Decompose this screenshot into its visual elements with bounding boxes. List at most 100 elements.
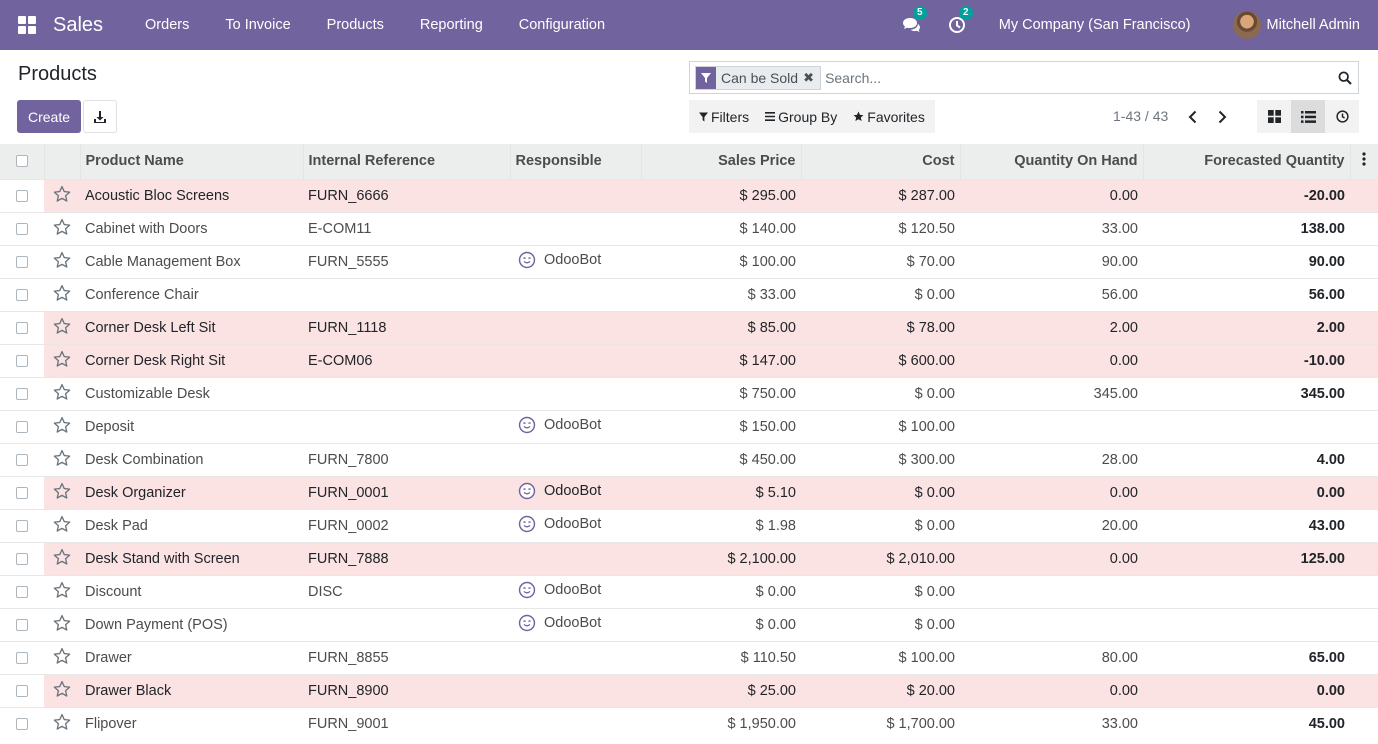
table-row[interactable]: Desk Stand with Screen FURN_7888 $ 2,100.0… — [0, 541, 1378, 575]
cell-quantity-on-hand[interactable]: 0.00 — [960, 178, 1143, 212]
cell-product-name[interactable]: Cabinet with Doors — [80, 211, 303, 245]
cell-internal-reference[interactable]: FURN_9001 — [303, 706, 510, 740]
cell-sales-price[interactable]: $ 295.00 — [641, 178, 801, 212]
cell-responsible[interactable]: OdooBot — [510, 409, 641, 443]
cell-responsible[interactable]: OdooBot — [510, 574, 641, 608]
cell-internal-reference[interactable]: FURN_8855 — [303, 640, 510, 674]
row-checkbox[interactable] — [16, 453, 28, 466]
cell-cost[interactable]: $ 100.00 — [801, 640, 960, 674]
cell-product-name[interactable]: Desk Combination — [80, 442, 303, 476]
cell-quantity-on-hand[interactable]: 345.00 — [960, 376, 1143, 410]
activity-view-button[interactable] — [1325, 100, 1359, 133]
favorite-toggle[interactable] — [53, 251, 71, 273]
table-row[interactable]: Discount DISC OdooBot $ 0.00 $ 0.00 — [0, 574, 1378, 608]
cell-quantity-on-hand[interactable] — [960, 574, 1143, 608]
cell-product-name[interactable]: Deposit — [80, 409, 303, 443]
user-menu[interactable]: Mitchell Admin — [1232, 11, 1360, 39]
cell-internal-reference[interactable]: DISC — [303, 574, 510, 608]
cell-sales-price[interactable]: $ 450.00 — [641, 442, 801, 476]
cell-product-name[interactable]: Cable Management Box — [80, 244, 303, 278]
cell-internal-reference[interactable]: FURN_1118 — [303, 310, 510, 344]
table-row[interactable]: Conference Chair $ 33.00 $ 0.00 56.00 56.00 — [0, 277, 1378, 311]
cell-forecasted-quantity[interactable]: 0.00 — [1143, 673, 1350, 707]
row-checkbox[interactable] — [16, 717, 28, 730]
cell-product-name[interactable]: Drawer — [80, 640, 303, 674]
optional-columns-toggle[interactable] — [1350, 144, 1378, 179]
cell-responsible[interactable] — [510, 310, 641, 344]
cell-internal-reference[interactable] — [303, 409, 510, 443]
cell-sales-price[interactable]: $ 0.00 — [641, 574, 801, 608]
favorite-toggle[interactable] — [53, 449, 71, 471]
table-row[interactable]: Drawer FURN_8855 $ 110.50 $ 100.00 80.00 65.0… — [0, 640, 1378, 674]
table-row[interactable]: Corner Desk Left Sit FURN_1118 $ 85.00 $ 78… — [0, 310, 1378, 344]
cell-sales-price[interactable]: $ 150.00 — [641, 409, 801, 443]
cell-sales-price[interactable]: $ 750.00 — [641, 376, 801, 410]
facet-remove-icon[interactable]: ✖ — [803, 69, 814, 85]
favorite-toggle[interactable] — [53, 515, 71, 537]
cell-quantity-on-hand[interactable]: 28.00 — [960, 442, 1143, 476]
filters-button[interactable]: Filters — [689, 100, 755, 133]
cell-forecasted-quantity[interactable]: 4.00 — [1143, 442, 1350, 476]
cell-sales-price[interactable]: $ 85.00 — [641, 310, 801, 344]
cell-internal-reference[interactable] — [303, 277, 510, 311]
export-button[interactable] — [83, 100, 117, 133]
cell-internal-reference[interactable]: FURN_5555 — [303, 244, 510, 278]
row-checkbox[interactable] — [16, 354, 28, 367]
cell-cost[interactable]: $ 0.00 — [801, 574, 960, 608]
cell-internal-reference[interactable]: FURN_7800 — [303, 442, 510, 476]
cell-cost[interactable]: $ 100.00 — [801, 409, 960, 443]
cell-sales-price[interactable]: $ 5.10 — [641, 475, 801, 509]
column-responsible[interactable]: Responsible — [510, 144, 642, 179]
favorite-toggle[interactable] — [53, 482, 71, 504]
table-row[interactable]: Deposit OdooBot $ 150.00 $ 100.00 — [0, 409, 1378, 443]
search-button[interactable] — [1332, 70, 1358, 85]
cell-responsible[interactable] — [510, 178, 641, 212]
pager-next-button[interactable] — [1214, 108, 1230, 126]
row-checkbox[interactable] — [16, 255, 28, 268]
activities-button[interactable]: 2 — [947, 6, 973, 35]
cell-forecasted-quantity[interactable]: 90.00 — [1143, 244, 1350, 278]
cell-cost[interactable]: $ 1,700.00 — [801, 706, 960, 740]
cell-forecasted-quantity[interactable] — [1143, 607, 1350, 641]
cell-product-name[interactable]: Customizable Desk — [80, 376, 303, 410]
app-brand[interactable]: Sales — [53, 13, 104, 36]
favorite-toggle[interactable] — [53, 416, 71, 438]
cell-product-name[interactable]: Drawer Black — [80, 673, 303, 707]
cell-forecasted-quantity[interactable] — [1143, 574, 1350, 608]
cell-forecasted-quantity[interactable]: 138.00 — [1143, 211, 1350, 245]
table-row[interactable]: Cabinet with Doors E-COM11 $ 140.00 $ 120.5… — [0, 211, 1378, 245]
cell-internal-reference[interactable] — [303, 607, 510, 641]
cell-forecasted-quantity[interactable]: 65.00 — [1143, 640, 1350, 674]
table-row[interactable]: Flipover FURN_9001 $ 1,950.00 $ 1,700.00 33.… — [0, 706, 1378, 740]
cell-product-name[interactable]: Desk Pad — [80, 508, 303, 542]
cell-cost[interactable]: $ 0.00 — [801, 508, 960, 542]
cell-responsible[interactable]: OdooBot — [510, 508, 641, 542]
cell-forecasted-quantity[interactable]: -20.00 — [1143, 178, 1350, 212]
cell-cost[interactable]: $ 20.00 — [801, 673, 960, 707]
row-checkbox[interactable] — [16, 618, 28, 631]
cell-responsible[interactable] — [510, 376, 641, 410]
column-quantity-on-hand[interactable]: Quantity On Hand — [960, 144, 1144, 179]
cell-responsible[interactable] — [510, 706, 641, 740]
cell-responsible[interactable] — [510, 211, 641, 245]
favorite-toggle[interactable] — [53, 614, 71, 636]
cell-quantity-on-hand[interactable]: 80.00 — [960, 640, 1143, 674]
favorite-toggle[interactable] — [53, 218, 71, 240]
cell-product-name[interactable]: Down Payment (POS) — [80, 607, 303, 641]
cell-responsible[interactable] — [510, 442, 641, 476]
menu-to-invoice[interactable]: To Invoice — [225, 17, 291, 33]
menu-reporting[interactable]: Reporting — [419, 17, 483, 33]
favorite-toggle[interactable] — [53, 548, 71, 570]
row-checkbox[interactable] — [16, 486, 28, 499]
cell-quantity-on-hand[interactable]: 0.00 — [960, 475, 1143, 509]
favorite-toggle[interactable] — [53, 680, 71, 702]
table-row[interactable]: Desk Organizer FURN_0001 OdooBot $ 5.10 $ 0.… — [0, 475, 1378, 509]
cell-responsible[interactable]: OdooBot — [510, 475, 641, 509]
groupby-button[interactable]: Group By — [755, 100, 843, 133]
column-product-name[interactable]: Product Name — [80, 144, 304, 179]
cell-quantity-on-hand[interactable]: 33.00 — [960, 706, 1143, 740]
cell-quantity-on-hand[interactable]: 0.00 — [960, 343, 1143, 377]
cell-sales-price[interactable]: $ 25.00 — [641, 673, 801, 707]
cell-internal-reference[interactable]: FURN_7888 — [303, 541, 510, 575]
row-checkbox[interactable] — [16, 288, 28, 301]
